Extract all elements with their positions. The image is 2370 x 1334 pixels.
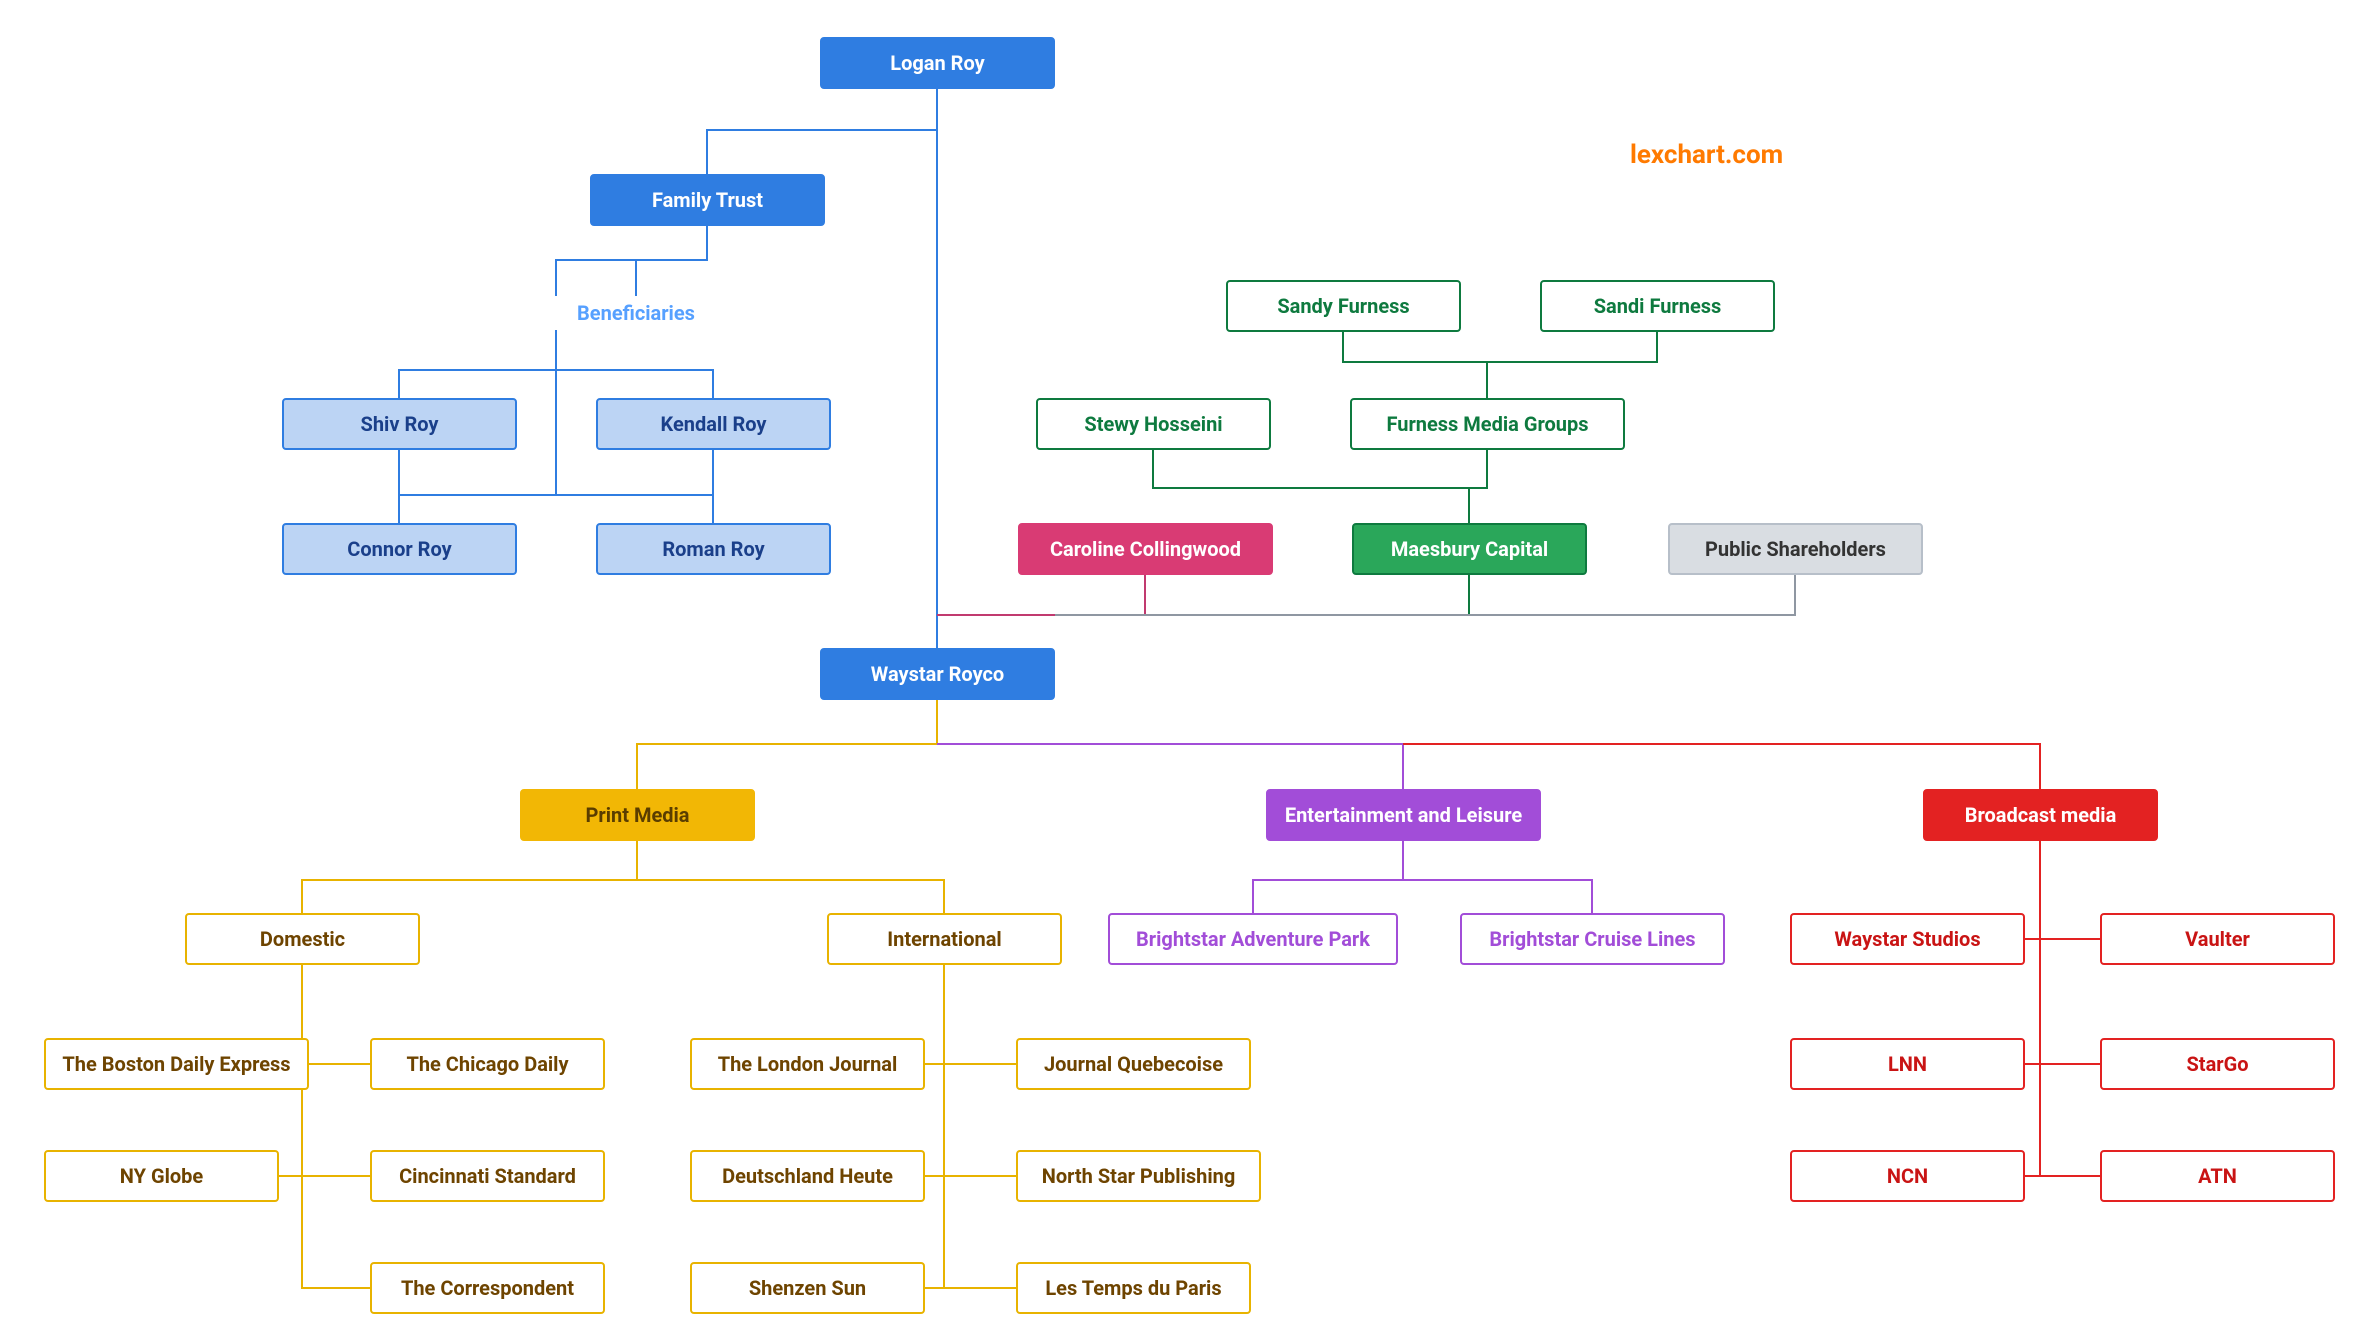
node-waystar: Waystar Royco [820,648,1055,700]
edge-19 [1403,744,2040,789]
edge-5 [556,370,713,398]
edge-3 [636,260,707,296]
node-beneficiaries: Beneficiaries [546,296,726,330]
edge-14 [937,575,1469,615]
edge-27 [925,965,944,1064]
org-chart-canvas: lexchart.com Logan Roy Family Trust Benefi… [0,0,2370,1334]
edge-35 [2025,841,2040,939]
edge-4 [399,330,556,398]
node-stargo: StarGo [2100,1038,2335,1090]
node-chicago: The Chicago Daily [370,1038,605,1090]
edge-20 [302,841,637,913]
edge-33 [1253,841,1403,913]
edge-2 [556,226,707,296]
node-shenzen: Shenzen Sun [690,1262,925,1314]
node-ent: Entertainment and Leisure [1266,789,1541,841]
edge-15 [937,575,1145,615]
edge-1 [707,130,937,174]
node-fmg: Furness Media Groups [1350,398,1625,450]
node-correspondent: The Correspondent [370,1262,605,1314]
edge-39 [2025,1064,2040,1176]
node-print: Print Media [520,789,755,841]
node-lnn: LNN [1790,1038,2025,1090]
node-ncn: NCN [1790,1150,2025,1202]
node-cinci: Cincinnati Standard [370,1150,605,1202]
edges-layer [0,0,2370,1334]
node-brightpark: Brightstar Adventure Park [1108,913,1398,965]
node-kendall: Kendall Roy [596,398,831,450]
edge-37 [2025,939,2040,1064]
edge-12 [1153,450,1487,488]
edge-34 [1403,880,1592,913]
edge-21 [637,880,944,913]
node-brightcruise: Brightstar Cruise Lines [1460,913,1725,965]
node-sandi: Sandi Furness [1540,280,1775,332]
edge-16 [1055,575,1795,615]
node-atn: ATN [2100,1150,2335,1202]
node-nyglobe: NY Globe [44,1150,279,1202]
node-stewy: Stewy Hosseini [1036,398,1271,450]
node-public: Public Shareholders [1668,523,1923,575]
watermark: lexchart.com [1630,140,1783,170]
node-roman: Roman Roy [596,523,831,575]
node-maesbury: Maesbury Capital [1352,523,1587,575]
edge-17 [637,700,937,789]
node-caroline: Caroline Collingwood [1018,523,1273,575]
edge-10 [1343,332,1487,398]
node-shiv: Shiv Roy [282,398,517,450]
edge-11 [1487,332,1657,362]
node-vaulter: Vaulter [2100,913,2335,965]
node-logan: Logan Roy [820,37,1055,89]
node-sandy: Sandy Furness [1226,280,1461,332]
node-journalq: Journal Quebecoise [1016,1038,1251,1090]
node-temps: Les Temps du Paris [1016,1262,1251,1314]
edge-29 [925,1064,944,1176]
node-intl: International [827,913,1062,965]
edge-18 [937,744,1403,789]
edge-26 [302,1176,370,1288]
edge-31 [925,1176,944,1288]
node-deutsch: Deutschland Heute [690,1150,925,1202]
node-northstar: North Star Publishing [1016,1150,1261,1202]
node-connor: Connor Roy [282,523,517,575]
edge-7 [556,450,713,495]
node-wstudios: Waystar Studios [1790,913,2025,965]
node-boston: The Boston Daily Express [44,1038,309,1090]
node-broadcast: Broadcast media [1923,789,2158,841]
node-london: The London Journal [690,1038,925,1090]
node-domestic: Domestic [185,913,420,965]
node-family_trust: Family Trust [590,174,825,226]
